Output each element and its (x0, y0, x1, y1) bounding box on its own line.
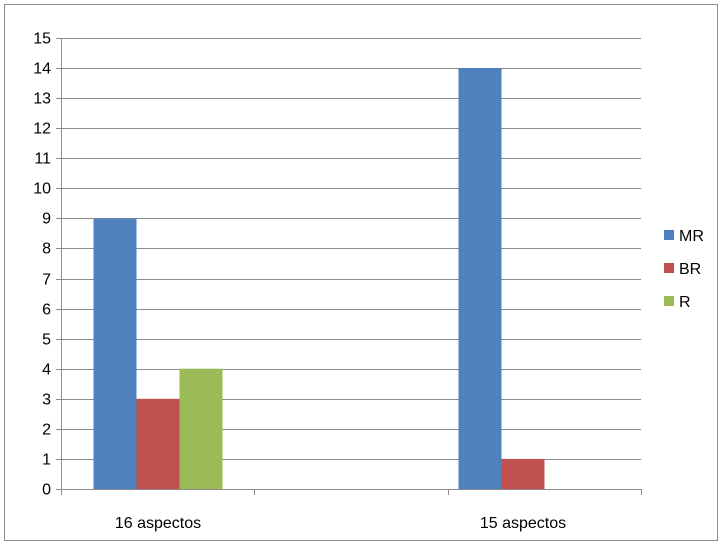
y-tick-label-10: 10 (33, 181, 51, 198)
legend-swatch-br (664, 263, 674, 273)
y-tick-label-8: 8 (42, 241, 51, 258)
legend-label-br: BR (679, 261, 701, 278)
legend-swatch-r (664, 296, 674, 306)
bars (93, 68, 545, 490)
legend: MR BR R (664, 228, 704, 311)
y-tick-label-2: 2 (42, 422, 51, 439)
y-tick-label-12: 12 (33, 121, 51, 138)
bar-br-2 (501, 458, 545, 489)
y-tick-label-13: 13 (33, 91, 51, 108)
gridlines (61, 38, 641, 460)
legend-swatch-mr (664, 230, 674, 240)
axes (56, 38, 642, 495)
legend-label-r: R (679, 294, 691, 311)
y-tick-label-14: 14 (33, 61, 51, 78)
bar-mr-2 (458, 68, 502, 490)
y-tick-label-5: 5 (42, 332, 51, 349)
y-tick-label-11: 11 (34, 151, 51, 168)
bar-r-1 (179, 368, 223, 489)
category-label-2: 15 aspectos (480, 515, 566, 532)
bar-mr-1 (93, 218, 137, 489)
y-tick-label-3: 3 (42, 392, 51, 409)
y-tick-label-4: 4 (42, 362, 51, 379)
bar-br-1 (136, 398, 180, 489)
category-labels: 16 aspectos 15 aspectos (115, 515, 566, 532)
y-tick-label-7: 7 (42, 272, 51, 289)
y-tick-label-0: 0 (42, 482, 51, 499)
legend-label-mr: MR (679, 228, 704, 245)
y-tick-label-9: 9 (42, 211, 51, 228)
category-label-1: 16 aspectos (115, 515, 201, 532)
y-tick-label-6: 6 (42, 302, 51, 319)
y-tick-label-1: 1 (42, 452, 51, 469)
y-tick-label-15: 15 (33, 31, 51, 48)
